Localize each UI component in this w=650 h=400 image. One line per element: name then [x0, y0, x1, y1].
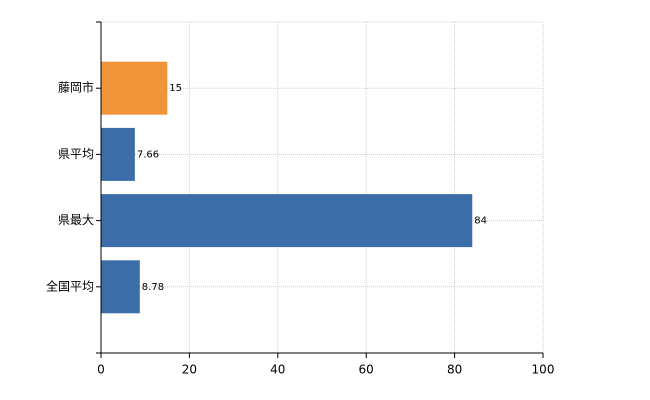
y-tick-label: 県平均	[58, 147, 94, 161]
bar	[101, 61, 168, 115]
x-tick-label: 0	[97, 363, 105, 377]
value-label: 8.78	[142, 282, 164, 293]
bar	[101, 194, 473, 248]
value-label: 7.66	[137, 149, 159, 160]
value-label: 84	[474, 216, 487, 227]
x-tick-label: 60	[359, 363, 374, 377]
y-tick-label: 藤岡市	[58, 80, 94, 95]
value-label: 15	[169, 83, 182, 94]
x-tick-label: 100	[532, 363, 555, 377]
bar	[101, 260, 140, 314]
y-tick-label: 全国平均	[46, 278, 94, 293]
bar	[101, 127, 135, 181]
x-tick-label: 40	[270, 363, 285, 377]
y-tick-label: 県最大	[58, 213, 94, 227]
x-tick-label: 20	[182, 363, 197, 377]
x-tick-label: 80	[447, 363, 462, 377]
